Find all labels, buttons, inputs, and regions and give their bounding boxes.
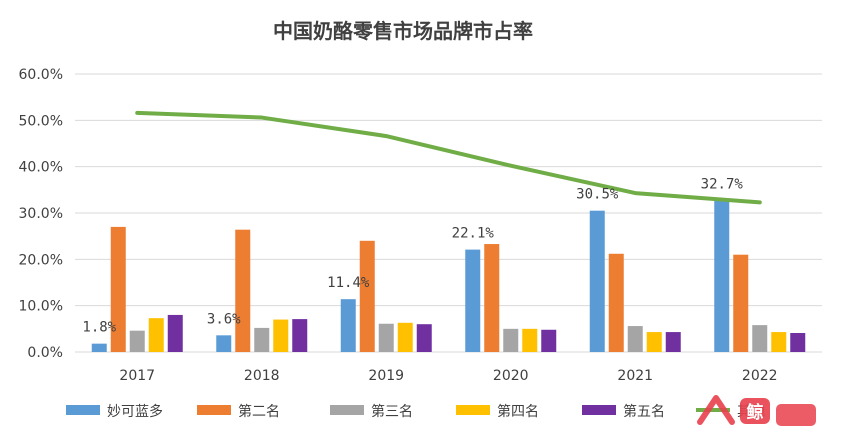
bar [589, 210, 605, 352]
x-tick-label: 2018 [244, 368, 280, 384]
bar [340, 299, 356, 352]
watermark-char: 鲸 [747, 402, 764, 423]
y-axis-ticks: 0.0% 10.0% 20.0% 30.0% 40.0% 50.0% 60.0% [19, 67, 63, 361]
bar [503, 328, 519, 352]
bar [665, 332, 681, 352]
legend-label: 第二名 [238, 403, 280, 420]
watermark-block [776, 404, 816, 426]
x-tick-label: 2019 [368, 368, 404, 384]
bar [627, 326, 643, 352]
data-labels: 1.8% 3.6% 11.4% 22.1% 30.5% 32.7% [82, 176, 743, 335]
bar [771, 332, 787, 352]
legend-swatch [456, 405, 490, 415]
x-axis-ticks: 2017 2018 2019 2020 2021 2022 [119, 368, 777, 384]
legend-label: 第三名 [371, 403, 413, 420]
bar [608, 253, 624, 352]
bar [254, 327, 270, 352]
data-label: 11.4% [327, 275, 370, 291]
bar [484, 244, 500, 352]
data-label: 1.8% [82, 320, 116, 336]
bars [91, 200, 806, 352]
y-tick-label: 30.0% [19, 206, 63, 222]
bar [522, 328, 538, 352]
bar [733, 254, 749, 352]
legend-swatch [330, 405, 364, 415]
watermark-badge [740, 398, 770, 424]
bar [273, 319, 289, 352]
bar [110, 226, 126, 352]
legend-swatch [582, 405, 616, 415]
gridlines [75, 73, 822, 353]
data-label: 3.6% [207, 311, 241, 327]
bar [91, 343, 107, 352]
bar [359, 240, 375, 352]
y-tick-label: 0.0% [27, 345, 63, 361]
bar [646, 332, 662, 352]
legend-swatch [66, 405, 100, 415]
x-tick-label: 2020 [493, 368, 529, 384]
y-tick-label: 60.0% [19, 67, 63, 83]
bar [129, 330, 145, 352]
bar [714, 200, 730, 352]
bar [216, 335, 232, 352]
line-series [135, 110, 762, 205]
legend-label: 第五名 [623, 403, 665, 420]
bar [790, 333, 806, 352]
bar [416, 324, 432, 352]
data-label: 32.7% [701, 176, 744, 192]
bar [465, 249, 481, 352]
legend-label: 妙可蓝多 [107, 403, 163, 420]
y-tick-label: 10.0% [19, 299, 63, 315]
y-tick-label: 40.0% [19, 160, 63, 176]
chart-title: 中国奶酪零售市场品牌市占率 [273, 19, 533, 43]
bar [752, 325, 768, 352]
legend: 妙可蓝多第二名第三名第四名第五名其他 [66, 403, 765, 420]
bar [148, 318, 164, 352]
watermark-mark [697, 395, 735, 425]
bar [397, 322, 413, 352]
y-tick-label: 50.0% [19, 113, 63, 129]
x-tick-label: 2022 [742, 368, 778, 384]
bar [167, 314, 183, 352]
data-label: 22.1% [452, 226, 495, 242]
bar [541, 329, 557, 352]
data-label: 30.5% [576, 187, 619, 203]
legend-swatch [197, 405, 231, 415]
bar [235, 229, 251, 352]
line-series-path [135, 110, 762, 205]
watermark-logo: 鲸 [697, 395, 816, 426]
x-tick-label: 2021 [617, 368, 653, 384]
bar [378, 323, 394, 352]
bar [292, 319, 308, 352]
y-tick-label: 20.0% [19, 252, 63, 268]
x-tick-label: 2017 [119, 368, 155, 384]
legend-label: 第四名 [497, 403, 539, 420]
